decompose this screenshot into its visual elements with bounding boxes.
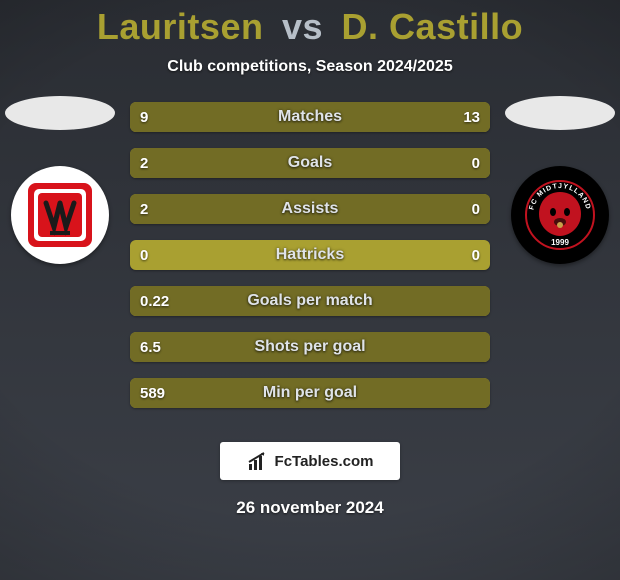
infographic-root: Lauritsen vs D. Castillo Club competitio… — [0, 0, 620, 580]
stat-bars: Matches913 Goals20 Assists20 Hattricks0 0 Goa… — [130, 102, 490, 424]
stat-fill-left — [130, 102, 278, 132]
stat-row: Hattricks0 0 — [130, 240, 490, 270]
player1-name: Lauritsen — [97, 6, 264, 47]
subtitle: Club competitions, Season 2024/2025 — [0, 58, 620, 76]
vs-label: vs — [282, 6, 323, 47]
stat-row: Assists20 — [130, 194, 490, 224]
stat-label: Hattricks — [130, 240, 490, 270]
stat-fill-left — [130, 286, 490, 316]
fctables-logo-icon — [247, 450, 269, 472]
stat-fill-left — [130, 332, 490, 362]
vejle-crest-icon — [20, 175, 100, 255]
stat-value-right: 0 — [462, 240, 490, 270]
stat-fill-left — [130, 378, 490, 408]
branding-text: FcTables.com — [275, 453, 374, 470]
stat-fill-left — [130, 194, 490, 224]
midtjylland-crest-icon: 1999 FC MIDTJYLLAND — [517, 172, 603, 258]
stat-fill-left — [130, 148, 490, 178]
stat-row: Min per goal589 — [130, 378, 490, 408]
player2-silhouette — [505, 96, 615, 130]
stat-row: Goals20 — [130, 148, 490, 178]
branding-badge: FcTables.com — [220, 442, 400, 480]
stat-value-left: 0 — [130, 240, 158, 270]
stat-fill-right — [278, 102, 490, 132]
player2-club-crest: 1999 FC MIDTJYLLAND — [511, 166, 609, 264]
player1-silhouette — [5, 96, 115, 130]
date-label: 26 november 2024 — [0, 498, 620, 518]
stats-arena: 1999 FC MIDTJYLLAND Matches913 Goals20 Ass… — [0, 94, 620, 424]
player1-club-crest — [11, 166, 109, 264]
player2-column: 1999 FC MIDTJYLLAND — [500, 94, 620, 424]
stat-row: Goals per match0.22 — [130, 286, 490, 316]
player2-name: D. Castillo — [342, 6, 524, 47]
comparison-title: Lauritsen vs D. Castillo — [0, 0, 620, 48]
crest-year: 1999 — [551, 238, 569, 247]
stat-row: Matches913 — [130, 102, 490, 132]
stat-row: Shots per goal6.5 — [130, 332, 490, 362]
player1-column — [0, 94, 120, 424]
